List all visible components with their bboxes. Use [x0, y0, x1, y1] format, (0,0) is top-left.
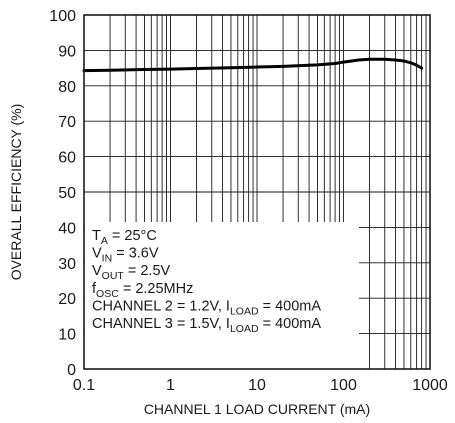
annotation-text: CHANNEL 3 = 1.5V, I	[92, 316, 230, 332]
annotation-box	[85, 222, 359, 369]
y-axis-label: OVERALL EFFICIENCY (%)	[8, 104, 24, 281]
y-tick-label: 40	[58, 220, 76, 237]
x-axis-label: CHANNEL 1 LOAD CURRENT (mA)	[144, 401, 370, 417]
x-tick-label: 1	[166, 377, 175, 394]
efficiency-curve	[82, 57, 424, 73]
annotation-line: fOSC = 2.25MHz	[92, 281, 193, 300]
annotation-subscript: OSC	[96, 288, 119, 300]
annotation-text: V	[92, 263, 102, 279]
y-tick-label: 90	[58, 43, 76, 60]
y-tick-label: 50	[58, 185, 76, 202]
y-tick-label: 10	[58, 327, 76, 344]
annotation-subscript: IN	[102, 253, 113, 265]
annotation-text: V	[92, 246, 102, 262]
annotation-text: = 400mA	[259, 298, 322, 314]
annotation-subscript: LOAD	[230, 305, 259, 317]
y-tick-label: 30	[58, 256, 76, 273]
y-tick-label: 80	[58, 79, 76, 96]
annotation-text: = 400mA	[259, 316, 322, 332]
y-tick-label: 20	[58, 291, 76, 308]
plot-frame	[83, 14, 431, 370]
y-axis-ticks: 0 10 20 30 40 50 60 70 80 90 100	[49, 8, 76, 379]
y-tick-label: 70	[58, 114, 76, 131]
annotation-line: VOUT = 2.5V	[92, 263, 171, 282]
y-tick-label: 0	[67, 362, 76, 379]
annotation-text: = 2.25MHz	[119, 281, 194, 297]
annotation-text: = 25°C	[108, 228, 157, 244]
annotation-line: CHANNEL 2 = 1.2V, ILOAD = 400mA	[92, 298, 321, 317]
annotation-line: VIN = 3.6V	[92, 246, 159, 265]
x-tick-label: 0.1	[73, 377, 95, 394]
x-axis-ticks: 0.1 1 10 100 1000	[73, 377, 448, 394]
annotation-line: TA = 25°C	[92, 228, 157, 247]
annotation-subscript: OUT	[102, 270, 125, 282]
annotation-subscript: A	[101, 235, 108, 247]
annotation-line: CHANNEL 3 = 1.5V, ILOAD = 400mA	[92, 316, 321, 335]
y-tick-label: 100	[49, 8, 76, 25]
annotation-text: CHANNEL 2 = 1.2V, I	[92, 298, 230, 314]
annotation-subscript: LOAD	[230, 323, 259, 335]
y-tick-label: 60	[58, 150, 76, 167]
annotation-text: f	[92, 281, 97, 297]
annotation-text: = 3.6V	[112, 246, 159, 262]
x-tick-label: 10	[248, 377, 266, 394]
x-tick-label: 1000	[412, 377, 448, 394]
x-tick-label: 100	[330, 377, 357, 394]
annotation-text: = 2.5V	[124, 263, 171, 279]
annotation-text: T	[92, 228, 101, 244]
